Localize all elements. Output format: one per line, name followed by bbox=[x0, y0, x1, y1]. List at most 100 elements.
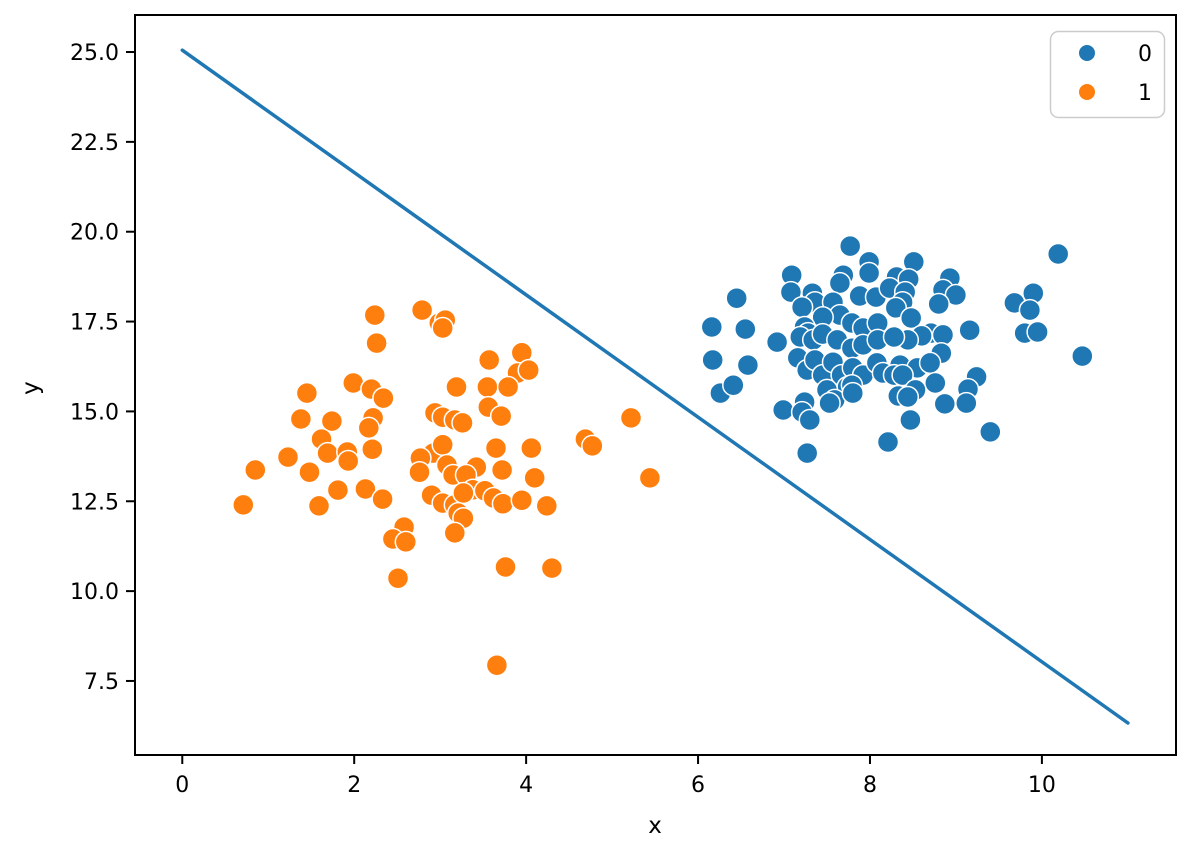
data-point-class-1 bbox=[361, 437, 384, 461]
x-tick-label: 2 bbox=[347, 773, 361, 798]
data-point-class-0 bbox=[918, 351, 942, 375]
data-point-class-1 bbox=[386, 566, 410, 590]
data-point-class-1 bbox=[619, 406, 643, 430]
data-point-class-1 bbox=[520, 436, 543, 460]
data-point-class-0 bbox=[1026, 320, 1049, 344]
y-axis-label: y bbox=[18, 381, 44, 395]
y-tick-label: 15.0 bbox=[70, 400, 119, 425]
data-point-class-1 bbox=[365, 331, 388, 355]
data-point-class-0 bbox=[1071, 344, 1094, 368]
y-tick-label: 22.5 bbox=[70, 131, 119, 156]
data-point-class-1 bbox=[510, 488, 534, 512]
data-point-class-0 bbox=[771, 398, 795, 422]
data-point-class-1 bbox=[326, 478, 350, 502]
data-point-class-1 bbox=[371, 487, 394, 511]
data-point-class-0 bbox=[765, 330, 789, 354]
y-tick-label: 7.5 bbox=[84, 670, 119, 695]
data-point-class-1 bbox=[232, 493, 255, 517]
y-axis-ticks: 7.5 10.0 12.5 15.0 17.5 20.0 22.5 25.0 bbox=[70, 41, 135, 695]
data-point-class-1 bbox=[408, 460, 431, 484]
y-tick-label: 25.0 bbox=[70, 41, 119, 66]
data-point-class-1 bbox=[289, 407, 313, 431]
data-point-class-0 bbox=[891, 363, 914, 387]
data-point-class-0 bbox=[838, 234, 862, 258]
data-point-class-1 bbox=[476, 375, 499, 399]
x-axis-label: x bbox=[648, 813, 662, 839]
data-point-class-1 bbox=[452, 481, 475, 505]
data-point-class-0 bbox=[958, 318, 981, 342]
data-point-class-1 bbox=[489, 404, 513, 428]
data-point-class-0 bbox=[798, 408, 822, 432]
data-point-class-1 bbox=[638, 466, 662, 490]
data-point-class-1 bbox=[490, 458, 514, 482]
legend-label: 1 bbox=[1138, 81, 1152, 106]
x-tick-label: 4 bbox=[519, 773, 533, 798]
data-point-class-0 bbox=[841, 381, 865, 405]
data-point-class-0 bbox=[979, 420, 1002, 444]
data-point-class-0 bbox=[899, 408, 922, 432]
data-point-class-0 bbox=[927, 292, 950, 316]
data-point-class-1 bbox=[517, 358, 540, 382]
data-point-class-0 bbox=[725, 286, 748, 310]
data-point-class-1 bbox=[336, 449, 360, 473]
x-tick-label: 10 bbox=[1028, 773, 1056, 798]
data-point-class-0 bbox=[876, 430, 900, 454]
y-tick-label: 10.0 bbox=[70, 580, 119, 605]
x-tick-label: 8 bbox=[863, 773, 877, 798]
data-series bbox=[180, 48, 1130, 725]
data-point-class-0 bbox=[736, 353, 760, 377]
data-point-class-0 bbox=[857, 261, 881, 285]
data-point-class-1 bbox=[244, 458, 267, 482]
legend-label: 0 bbox=[1138, 42, 1152, 67]
data-point-class-1 bbox=[295, 381, 319, 405]
data-point-class-1 bbox=[477, 348, 501, 372]
data-point-class-0 bbox=[882, 325, 906, 349]
data-point-class-0 bbox=[734, 317, 757, 341]
data-point-class-1 bbox=[276, 445, 300, 469]
y-tick-label: 12.5 bbox=[70, 490, 119, 515]
data-point-class-0 bbox=[1046, 242, 1070, 266]
data-point-class-1 bbox=[307, 494, 331, 518]
data-point-class-1 bbox=[581, 434, 604, 458]
data-point-class-1 bbox=[431, 316, 454, 340]
data-point-class-1 bbox=[298, 460, 321, 484]
data-point-class-1 bbox=[523, 466, 546, 490]
legend: 01 bbox=[1049, 30, 1166, 119]
x-axis-ticks: 0 2 4 6 8 10 bbox=[175, 755, 1056, 798]
data-point-class-1 bbox=[394, 530, 418, 554]
data-point-class-1 bbox=[372, 386, 395, 410]
data-point-class-1 bbox=[443, 521, 467, 545]
data-point-class-1 bbox=[451, 411, 474, 435]
y-tick-label: 20.0 bbox=[70, 221, 119, 246]
data-point-class-1 bbox=[357, 416, 381, 440]
data-point-class-1 bbox=[540, 556, 564, 580]
data-point-class-1 bbox=[431, 433, 454, 457]
data-point-class-0 bbox=[795, 441, 819, 465]
data-point-class-0 bbox=[722, 373, 745, 397]
data-point-class-1 bbox=[354, 477, 377, 501]
x-tick-label: 6 bbox=[691, 773, 705, 798]
decision-boundary-line bbox=[180, 48, 1130, 725]
data-point-class-0 bbox=[790, 295, 814, 319]
data-point-class-1 bbox=[491, 492, 515, 516]
y-tick-label: 17.5 bbox=[70, 311, 119, 336]
data-point-class-0 bbox=[701, 348, 724, 372]
data-point-class-0 bbox=[828, 271, 852, 295]
data-point-class-0 bbox=[818, 391, 841, 415]
data-point-class-1 bbox=[494, 555, 517, 579]
data-point-class-1 bbox=[363, 303, 387, 327]
legend-marker-0 bbox=[1078, 44, 1096, 62]
data-point-class-0 bbox=[933, 392, 957, 416]
data-point-class-0 bbox=[955, 391, 978, 415]
data-point-class-0 bbox=[896, 385, 920, 409]
scatter-series-0 bbox=[700, 234, 1094, 465]
plot-frame bbox=[134, 14, 1177, 756]
data-point-class-1 bbox=[410, 298, 434, 322]
data-point-class-0 bbox=[924, 371, 947, 395]
legend-marker-1 bbox=[1078, 83, 1096, 101]
x-tick-label: 0 bbox=[175, 773, 189, 798]
data-point-class-0 bbox=[1018, 298, 1042, 322]
scatter-series-1 bbox=[232, 298, 662, 677]
